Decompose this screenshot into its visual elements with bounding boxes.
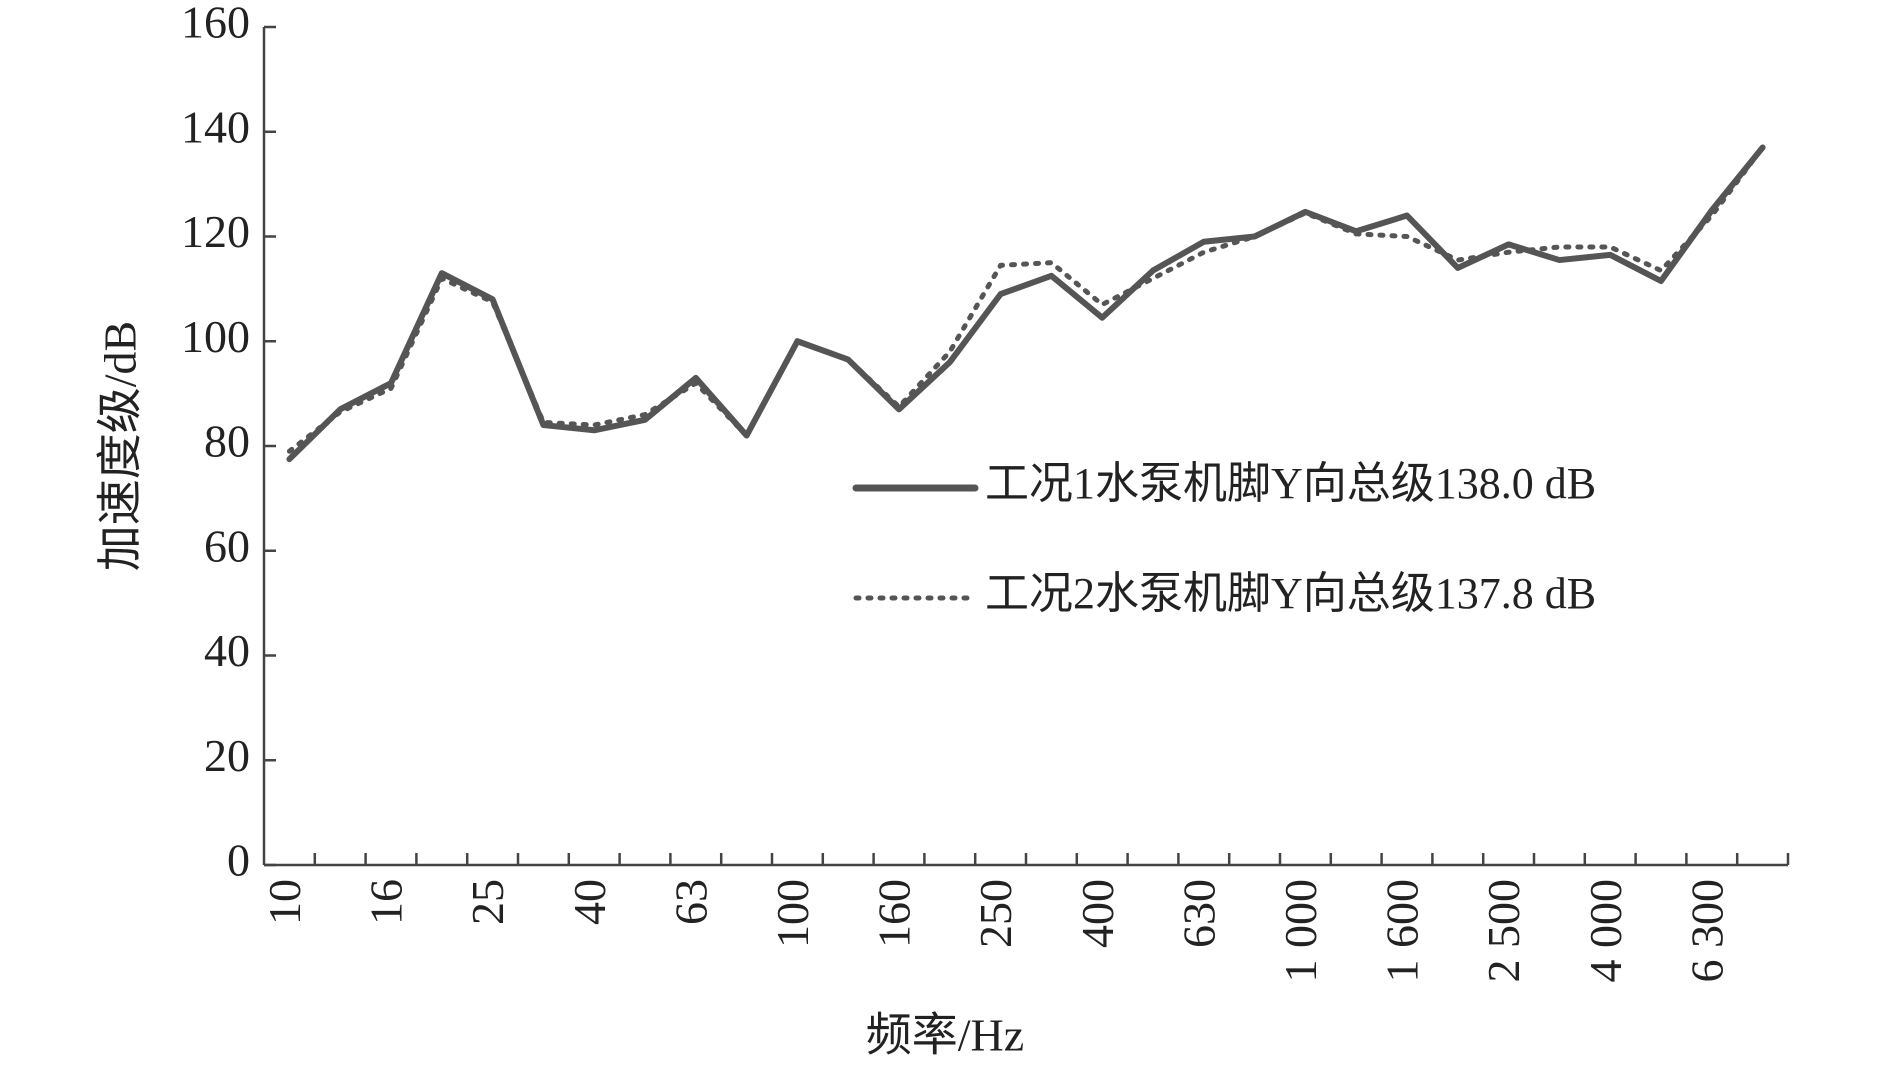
x-tick-label: 10 <box>259 879 310 925</box>
legend-label: 工况1水泵机脚Y向总级138.0 dB <box>985 459 1596 508</box>
y-tick-label: 40 <box>204 625 250 676</box>
x-tick-label: 6 300 <box>1681 879 1732 983</box>
y-tick-label: 60 <box>204 520 250 571</box>
x-tick-label: 1 000 <box>1275 879 1326 983</box>
y-tick-label: 160 <box>181 0 250 48</box>
y-tick-label: 140 <box>181 101 250 152</box>
x-tick-label: 1 600 <box>1377 879 1428 983</box>
x-tick-label: 2 500 <box>1478 879 1529 983</box>
x-tick-label: 400 <box>1072 879 1123 948</box>
x-tick-label: 630 <box>1173 879 1224 948</box>
series-line <box>286 144 1766 463</box>
y-tick-label: 120 <box>181 206 250 257</box>
x-tick-label: 4 000 <box>1580 879 1631 983</box>
y-tick-label: 20 <box>204 730 250 781</box>
x-tick-label: 63 <box>665 879 716 925</box>
y-tick-label: 100 <box>181 311 250 362</box>
legend-label: 工况2水泵机脚Y向总级137.8 dB <box>985 569 1596 618</box>
x-tick-label: 160 <box>869 879 920 948</box>
x-tick-label: 25 <box>462 879 513 925</box>
x-tick-label: 250 <box>970 879 1021 948</box>
x-axis-title: 频率/Hz <box>866 1010 1024 1061</box>
x-tick-label: 100 <box>767 879 818 948</box>
x-tick-label: 40 <box>564 879 615 925</box>
x-tick-label: 16 <box>361 879 412 925</box>
series-line <box>286 144 1766 454</box>
y-tick-label: 0 <box>227 835 250 886</box>
y-tick-label: 80 <box>204 416 250 467</box>
y-axis-title: 加速度级/dB <box>95 321 146 571</box>
